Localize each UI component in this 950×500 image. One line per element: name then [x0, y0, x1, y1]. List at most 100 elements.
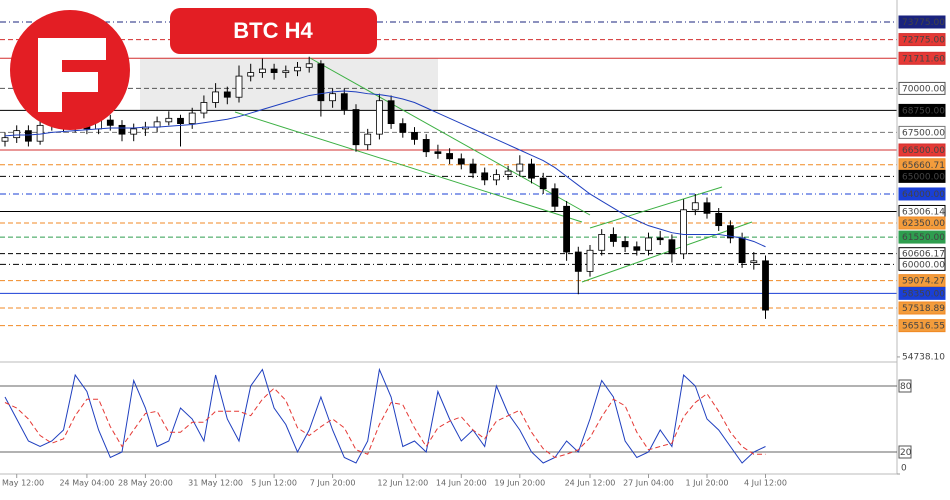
- y-tick-label: 0: [901, 464, 907, 474]
- candle-body: [294, 66, 301, 72]
- level-label: 57518.89: [902, 304, 945, 314]
- candle-body: [610, 234, 617, 242]
- level-label: 60606.17: [902, 250, 945, 260]
- candle-body: [165, 117, 173, 123]
- level-label: 58350.00: [902, 289, 945, 299]
- candle-body: [305, 63, 313, 68]
- level-label: 61550.00: [902, 233, 945, 243]
- x-tick-label: 14 Jun 20:00: [436, 479, 487, 488]
- level-label: 56516.55: [902, 322, 945, 332]
- candle-body: [668, 239, 676, 255]
- x-tick-label: 5 Jun 12:00: [251, 479, 297, 488]
- level-label: 65000.00: [902, 172, 945, 182]
- oscillator-line: [4, 367, 766, 464]
- candle-body: [715, 212, 723, 227]
- title-badge: [170, 8, 377, 54]
- channel-line: [589, 186, 723, 229]
- level-label-box: [898, 169, 946, 183]
- logo-mark: [38, 38, 106, 112]
- level-label-box: [898, 257, 946, 271]
- candle-body: [539, 177, 547, 190]
- candle-body: [247, 72, 255, 77]
- candle-body: [106, 119, 114, 126]
- candle-body: [364, 133, 372, 146]
- candle-body: [387, 100, 395, 124]
- chart-title: BTC H4: [233, 18, 313, 43]
- level-label: 73775.00: [902, 18, 945, 28]
- x-tick-label: 28 May 20:00: [118, 479, 173, 488]
- level-label: 68750.00: [902, 106, 945, 116]
- level-label: 64000.00: [902, 190, 945, 200]
- level-label: 65660.71: [902, 161, 945, 171]
- moving-average: [4, 90, 766, 248]
- candle-body: [703, 202, 711, 214]
- y-tick-label: 80: [900, 382, 912, 392]
- candle-body: [481, 172, 489, 181]
- candle-body: [633, 246, 641, 251]
- level-label-box: [898, 216, 946, 230]
- y-tick-label: 20: [900, 448, 912, 458]
- candle-body: [340, 93, 348, 110]
- level-label: 67500.00: [902, 128, 945, 138]
- candle-body: [738, 237, 746, 263]
- candle-body: [574, 251, 582, 272]
- level-label-box: [898, 103, 946, 117]
- candle-body: [258, 68, 266, 73]
- candle-body: [282, 70, 290, 73]
- channel-line: [581, 221, 753, 283]
- candle-body: [317, 63, 325, 102]
- logo-circle: [10, 10, 130, 130]
- levels: [0, 21, 897, 327]
- candle-body: [528, 163, 535, 179]
- candle-body: [750, 260, 758, 263]
- candle-body: [446, 153, 454, 160]
- x-tick-label: 7 Jun 20:00: [310, 479, 356, 488]
- level-label-box: [898, 230, 946, 244]
- level-label: 72775.00: [902, 36, 945, 46]
- candle-body: [762, 260, 769, 311]
- x-tick-label: 1 Jul 20:00: [686, 479, 729, 488]
- level-label: 62350.00: [902, 219, 945, 229]
- candle-body: [691, 202, 699, 211]
- candle-body: [645, 237, 652, 251]
- level-label-box: [898, 274, 946, 288]
- level-label-box: [898, 319, 946, 333]
- candle-body: [563, 205, 570, 253]
- candle-body: [680, 209, 687, 255]
- candle-body: [492, 174, 500, 181]
- candle-body: [551, 188, 559, 207]
- level-label-box: [898, 143, 946, 157]
- candle-body: [727, 225, 734, 239]
- channel-line: [234, 111, 583, 223]
- candle-body: [375, 100, 383, 135]
- candle-body: [270, 68, 278, 73]
- candle-body: [516, 163, 524, 172]
- level-label-box: [898, 125, 946, 139]
- candle-body: [118, 124, 126, 135]
- level-label-box: [898, 286, 946, 300]
- level-label: 63006.14: [902, 207, 945, 217]
- candle-body: [598, 234, 606, 251]
- logo: [10, 10, 130, 130]
- candle-body: [200, 102, 208, 114]
- candle-body: [422, 139, 430, 153]
- x-tick-label: 19 Jun 20:00: [494, 479, 545, 488]
- y-tick-box: [898, 379, 912, 393]
- x-tick-label: 31 May 12:00: [188, 479, 243, 488]
- x-tick-label: 27 Jun 04:00: [623, 479, 674, 488]
- candle-body: [329, 93, 337, 102]
- candle-body: [188, 112, 196, 124]
- candle-body: [621, 241, 629, 248]
- x-tick-label: 4 Jul 12:00: [744, 479, 787, 488]
- x-tick-label: 21 May 12:00: [0, 479, 44, 488]
- candle-body: [457, 158, 465, 165]
- x-tick-label: 12 Jun 12:00: [377, 479, 428, 488]
- level-label: 60000.00: [902, 260, 945, 270]
- candle-body: [469, 163, 477, 174]
- candle-body: [1, 137, 9, 142]
- level-label-box: [898, 301, 946, 315]
- channel-line: [309, 57, 591, 216]
- level-label: 66500.00: [902, 146, 945, 156]
- candle-body: [13, 130, 21, 139]
- candle-body: [36, 124, 44, 142]
